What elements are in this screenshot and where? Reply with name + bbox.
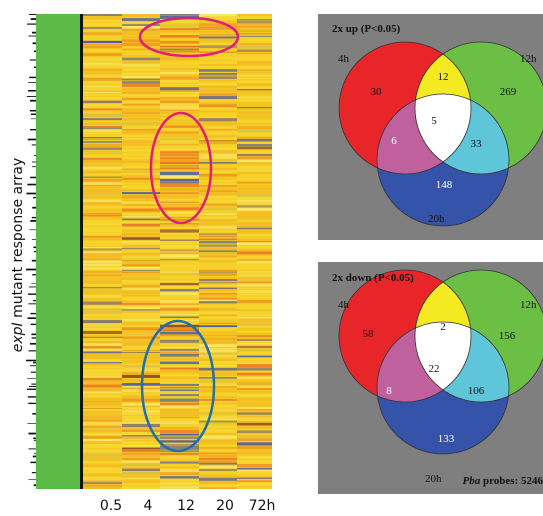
venn-down-count-all: 22	[429, 363, 440, 375]
x-tick-label: 72h	[249, 498, 276, 514]
venn-up-count-4h-12h: 12	[438, 71, 449, 83]
venn-down-footnote: Pba probes: 5246	[463, 475, 543, 487]
venn-up-label-12h: 12h	[520, 53, 537, 65]
venn-up-title: 2x up (P<0.05)	[332, 23, 401, 35]
venn-down-count-4h-only: 58	[363, 328, 375, 340]
venn-up-count-12h-only: 269	[500, 86, 517, 98]
venn-up-panel: 2x up (P<0.05) 4h 12h 20h 30 269 148 12 …	[318, 14, 543, 240]
highlight-ellipse-top	[138, 16, 240, 58]
venn-up-count-12h-20h: 33	[471, 138, 483, 150]
venn-down-count-20h-only: 133	[438, 433, 455, 445]
cluster-side-bar	[36, 14, 80, 489]
cluster-tick-strip	[26, 14, 36, 487]
venn-up-label-20h: 20h	[428, 213, 445, 225]
venn-down-panel: 2x down (P<0.05) 4h 12h 20h 58 156 133 2…	[318, 262, 543, 494]
venn-down-count-12h-20h: 106	[468, 385, 485, 397]
heatmap-divider	[80, 14, 83, 489]
highlight-ellipse-bottom	[140, 319, 216, 453]
venn-down-count-4h-12h: 2	[440, 321, 446, 333]
x-tick-label: 4	[144, 498, 153, 514]
x-tick-label: 12	[177, 498, 195, 514]
venn-down-label-12h: 12h	[520, 299, 537, 311]
highlight-ellipse-middle	[149, 111, 213, 225]
venn-down-count-4h-20h: 8	[386, 385, 392, 397]
venn-up-label-4h: 4h	[338, 53, 350, 65]
expression-heatmap	[83, 14, 272, 489]
y-axis-label: expI mutant response array	[10, 158, 26, 353]
venn-down-title: 2x down (P<0.05)	[332, 272, 414, 284]
venn-down-count-12h-only: 156	[499, 330, 516, 342]
venn-up-count-20h-only: 148	[436, 179, 453, 191]
venn-up-count-4h-20h: 6	[391, 135, 397, 147]
venn-down-label-20h: 20h	[425, 473, 442, 485]
venn-up-count-4h-only: 30	[371, 86, 383, 98]
venn-up-count-all: 5	[431, 115, 437, 127]
x-tick-label: 20	[216, 498, 234, 514]
x-axis-labels: 0.5 4 12 20 72h	[100, 498, 275, 514]
venn-down-label-4h: 4h	[338, 299, 350, 311]
x-tick-label: 0.5	[100, 498, 122, 514]
